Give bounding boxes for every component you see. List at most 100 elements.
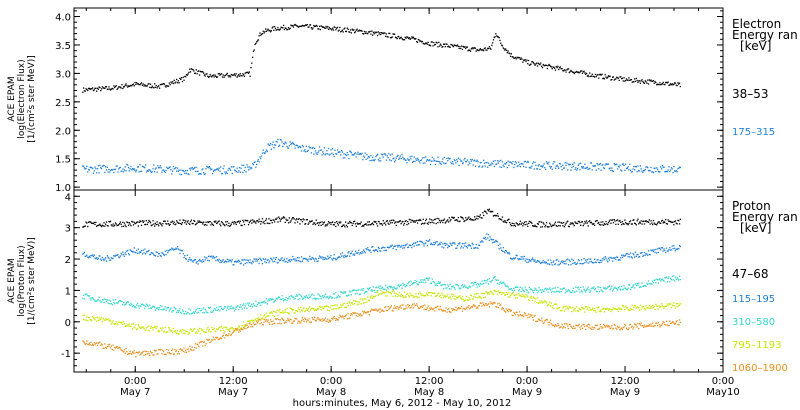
electron-data-point	[474, 165, 477, 167]
proton-data-point	[370, 309, 372, 312]
proton-data-point	[202, 259, 204, 261]
proton-data-point	[377, 246, 379, 249]
proton-data-point	[393, 307, 395, 309]
proton-data-point	[236, 260, 238, 262]
proton-series-3	[82, 289, 681, 335]
electron-data-point	[188, 173, 190, 176]
proton-data-point	[492, 242, 494, 244]
electron-data-point	[563, 70, 565, 72]
electron-data-point	[636, 171, 638, 173]
proton-data-point	[218, 220, 220, 222]
electron-data-point	[87, 168, 90, 171]
electron-data-point	[192, 168, 194, 170]
proton-data-point	[125, 225, 127, 228]
proton-data-point	[168, 249, 170, 251]
proton-data-point	[179, 252, 181, 254]
proton-data-point	[675, 248, 677, 250]
proton-data-point	[184, 351, 186, 353]
proton-data-point	[356, 252, 358, 254]
electron-data-point	[497, 36, 499, 38]
electron-data-point	[452, 163, 455, 165]
proton-data-point	[495, 239, 497, 242]
electron-data-point	[187, 73, 189, 75]
proton-data-point	[619, 288, 621, 290]
proton-data-point	[171, 247, 173, 249]
proton-data-point	[264, 318, 266, 320]
electron-data-point	[241, 164, 243, 166]
proton-data-point	[236, 305, 238, 307]
proton-data-point	[366, 311, 368, 313]
electron-data-point	[115, 165, 117, 167]
electron-data-point	[269, 31, 272, 33]
proton-data-point	[234, 260, 237, 262]
proton-data-point	[145, 303, 148, 305]
proton-data-point	[413, 245, 415, 247]
proton-data-point	[121, 225, 123, 228]
proton-data-point	[501, 249, 503, 251]
proton-data-point	[95, 316, 97, 319]
electron-data-point	[479, 48, 481, 50]
proton-data-point	[115, 321, 117, 323]
electron-data-point	[150, 87, 152, 89]
proton-data-point	[289, 298, 291, 300]
proton-data-point	[105, 300, 108, 302]
proton-data-point	[505, 294, 507, 296]
proton-data-point	[435, 283, 437, 285]
proton-data-point	[176, 246, 179, 248]
proton-data-point	[212, 339, 214, 341]
proton-data-point	[558, 290, 560, 292]
proton-data-point	[318, 318, 320, 320]
proton-data-point	[398, 295, 400, 297]
proton-data-point	[359, 298, 361, 300]
proton-data-point	[413, 282, 415, 284]
proton-data-point	[407, 306, 410, 308]
electron-data-point	[363, 30, 366, 33]
proton-data-point	[328, 222, 330, 224]
proton-data-point	[169, 329, 171, 331]
electron-data-point	[83, 165, 85, 167]
electron-data-point	[415, 37, 417, 40]
proton-data-point	[403, 284, 406, 286]
proton-data-point	[270, 311, 272, 313]
proton-data-point	[448, 288, 450, 290]
proton-data-point	[154, 306, 156, 308]
electron-data-point	[204, 75, 206, 77]
electron-data-point	[145, 85, 148, 87]
proton-data-point	[191, 346, 193, 348]
proton-data-point	[395, 293, 397, 295]
proton-data-point	[95, 342, 97, 344]
electron-data-point	[400, 36, 402, 38]
electron-data-point	[545, 64, 547, 66]
proton-data-point	[488, 208, 490, 210]
proton-data-point	[340, 221, 342, 223]
electron-data-point	[198, 74, 201, 76]
proton-data-point	[339, 314, 341, 316]
proton-data-point	[671, 221, 673, 224]
proton-data-point	[639, 252, 641, 254]
proton-data-point	[288, 217, 290, 219]
proton-data-point	[207, 327, 209, 329]
electron-data-point	[443, 43, 446, 45]
proton-data-point	[472, 284, 474, 287]
proton-data-point	[211, 339, 213, 341]
electron-data-point	[320, 149, 322, 151]
proton-data-point	[399, 246, 401, 248]
proton-data-point	[249, 220, 251, 223]
electron-data-point	[427, 159, 429, 161]
proton-data-point	[309, 221, 312, 223]
proton-data-point	[584, 220, 586, 223]
proton-data-point	[320, 298, 322, 300]
proton-data-point	[536, 261, 538, 263]
electron-data-point	[605, 76, 607, 78]
proton-data-point	[161, 353, 163, 355]
electron-data-point	[200, 71, 202, 73]
proton-data-point	[433, 292, 435, 295]
electron-data-point	[589, 72, 591, 74]
proton-data-point	[244, 324, 246, 326]
proton-data-point	[572, 222, 574, 224]
electron-data-point	[191, 167, 193, 169]
electron-data-point	[289, 141, 291, 143]
proton-data-point	[228, 333, 230, 335]
proton-data-point	[336, 222, 339, 225]
electron-data-point	[202, 168, 204, 170]
